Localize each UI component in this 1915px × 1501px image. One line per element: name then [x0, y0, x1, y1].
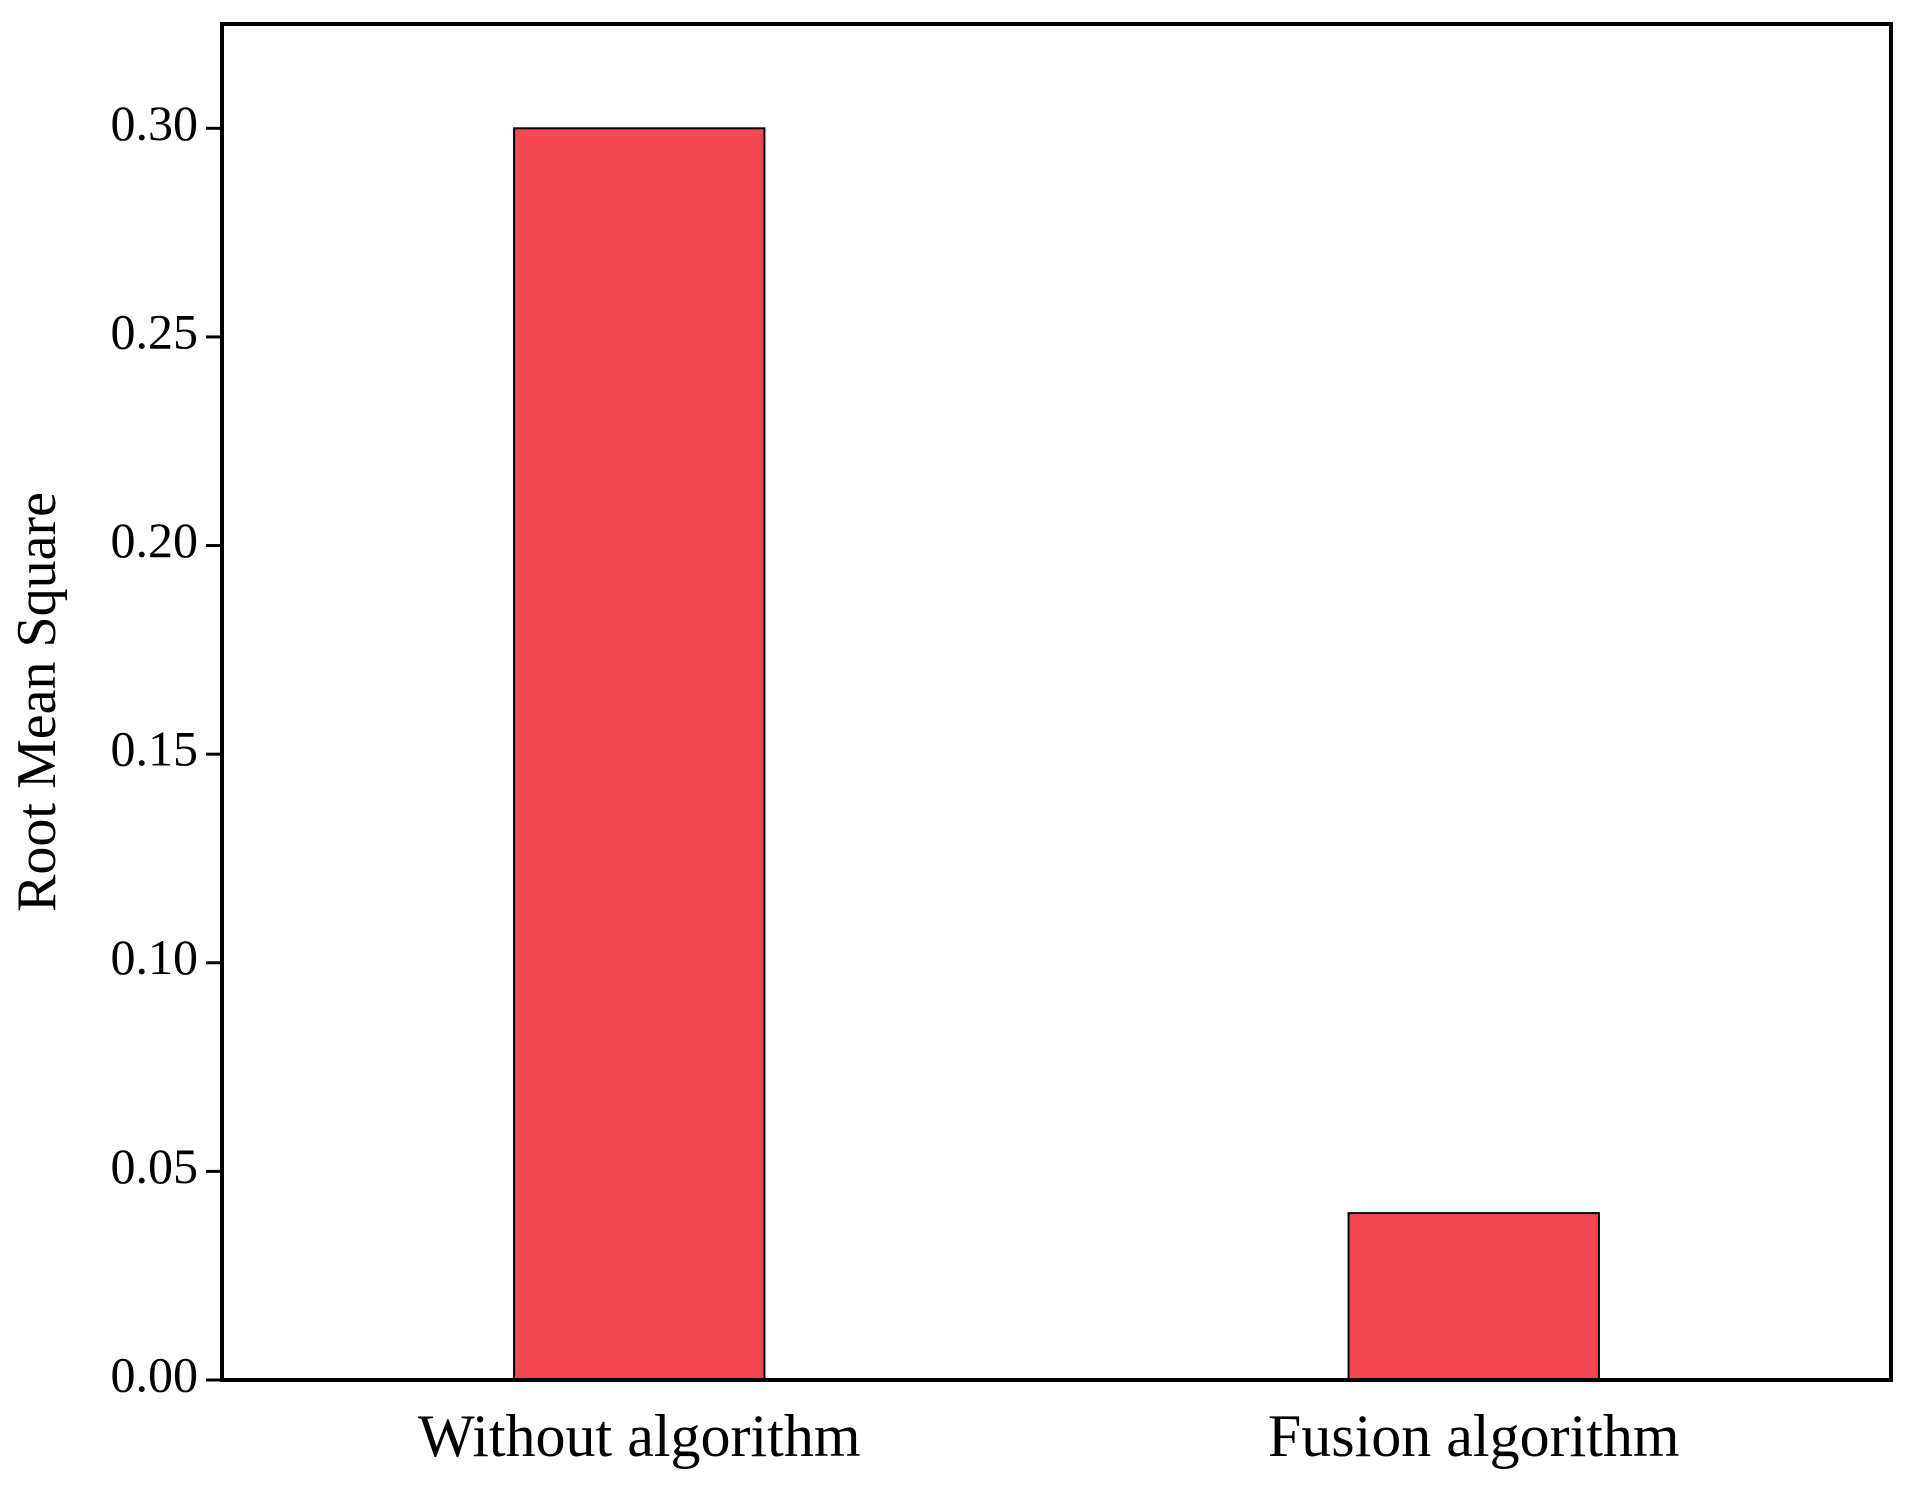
- y-tick-label: 0.10: [111, 929, 199, 985]
- y-tick-label: 0.30: [111, 95, 199, 151]
- bar: [513, 127, 766, 1381]
- y-tick-label: 0.25: [111, 303, 199, 359]
- x-tick-label: Fusion algorithm: [1268, 1403, 1680, 1469]
- y-tick-label: 0.05: [111, 1138, 199, 1194]
- y-tick-label: 0.15: [111, 721, 199, 777]
- bar: [1347, 1212, 1600, 1381]
- x-tick-label: Without algorithm: [418, 1403, 861, 1469]
- y-tick-label: 0.20: [111, 512, 199, 568]
- y-axis-label: Root Mean Square: [6, 492, 68, 912]
- plot-frame: [220, 22, 1893, 1382]
- y-tick-label: 0.00: [111, 1346, 199, 1402]
